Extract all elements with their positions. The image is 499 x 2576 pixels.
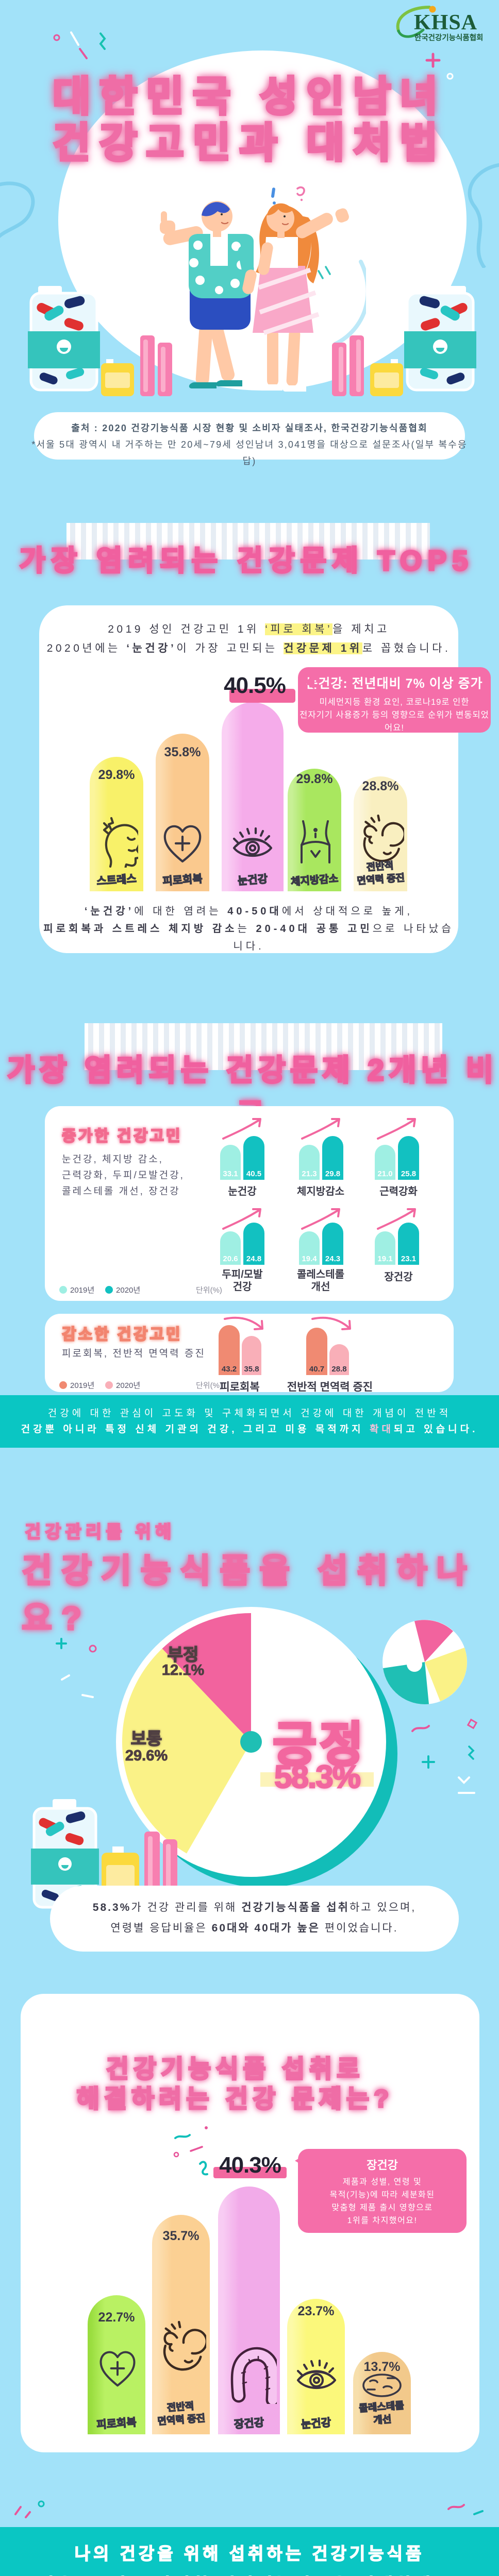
svg-text:KHSA: KHSA (414, 11, 477, 35)
svg-text:한국건강기능식품협회: 한국건강기능식품협회 (414, 33, 483, 42)
